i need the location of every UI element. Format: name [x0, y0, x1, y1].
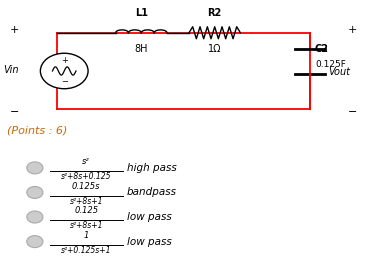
Text: C2: C2 — [315, 44, 329, 54]
Text: −: − — [10, 107, 19, 117]
Text: s²+0.125s+1: s²+0.125s+1 — [61, 246, 112, 255]
Text: bandpass: bandpass — [127, 188, 177, 197]
Text: L1: L1 — [135, 8, 148, 18]
Text: low pass: low pass — [127, 212, 171, 222]
Text: 8H: 8H — [135, 44, 148, 54]
Text: 1: 1 — [84, 231, 89, 240]
Text: 1Ω: 1Ω — [208, 44, 221, 54]
Text: s²: s² — [82, 157, 90, 166]
Text: −: − — [348, 107, 357, 117]
Text: high pass: high pass — [127, 163, 177, 173]
Text: s²+8s+1: s²+8s+1 — [69, 221, 103, 230]
Text: +: + — [61, 56, 68, 65]
Text: −: − — [61, 77, 68, 86]
Text: 0.125s: 0.125s — [72, 182, 101, 191]
Text: 0.125F: 0.125F — [315, 60, 346, 69]
Text: s²+8s+1: s²+8s+1 — [69, 197, 103, 206]
Text: 0.125: 0.125 — [74, 206, 98, 215]
Text: Vin: Vin — [4, 65, 19, 75]
Text: s²+8s+0.125: s²+8s+0.125 — [61, 172, 112, 181]
Text: R2: R2 — [208, 8, 222, 18]
Circle shape — [27, 186, 43, 198]
Text: +: + — [10, 25, 19, 35]
Circle shape — [27, 162, 43, 174]
Text: (Points : 6): (Points : 6) — [7, 126, 68, 136]
Circle shape — [27, 236, 43, 248]
Text: Vout: Vout — [328, 67, 350, 77]
Text: low pass: low pass — [127, 237, 171, 247]
Text: +: + — [348, 25, 357, 35]
Circle shape — [27, 211, 43, 223]
